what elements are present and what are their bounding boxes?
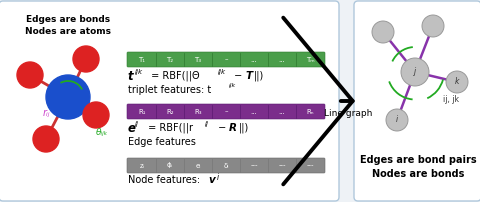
Text: triplet features: t: triplet features: t (128, 85, 211, 95)
Text: ||): ||) (239, 123, 249, 133)
Text: –: – (224, 57, 228, 62)
Circle shape (372, 21, 394, 43)
Text: ...: ... (251, 108, 257, 115)
Text: ijk: ijk (218, 69, 226, 75)
Text: ij, jk: ij, jk (443, 96, 459, 104)
Circle shape (422, 15, 444, 37)
Text: −: − (215, 123, 229, 133)
Text: ...: ... (278, 57, 286, 62)
FancyBboxPatch shape (354, 1, 480, 201)
Text: Nodes are atoms: Nodes are atoms (25, 27, 111, 37)
Text: R₃: R₃ (194, 108, 202, 115)
Text: ij: ij (135, 121, 139, 127)
FancyBboxPatch shape (127, 104, 325, 119)
Text: Tₘ: Tₘ (306, 57, 314, 62)
Text: Node features:: Node features: (128, 175, 203, 185)
Text: T₂: T₂ (167, 57, 174, 62)
Circle shape (401, 58, 429, 86)
Circle shape (446, 71, 468, 93)
Text: ij: ij (205, 121, 209, 127)
Text: ...: ... (251, 57, 257, 62)
Circle shape (33, 126, 59, 152)
Text: Rₙ: Rₙ (306, 108, 314, 115)
Text: R₁: R₁ (138, 108, 146, 115)
Text: zᵢ: zᵢ (140, 162, 144, 168)
FancyBboxPatch shape (127, 52, 325, 67)
Text: i: i (396, 116, 398, 124)
Circle shape (46, 75, 90, 119)
Circle shape (83, 102, 109, 128)
Text: −: − (231, 71, 245, 81)
Text: Nodes are bonds: Nodes are bonds (372, 169, 464, 179)
FancyBboxPatch shape (0, 1, 339, 201)
Text: eᵢ: eᵢ (195, 162, 201, 168)
Text: ijk: ijk (229, 83, 236, 88)
Text: T₁: T₁ (139, 57, 145, 62)
Circle shape (386, 109, 408, 131)
Text: Edge features: Edge features (128, 137, 196, 147)
Text: δᵢ: δᵢ (223, 162, 229, 168)
Text: Edges are bond pairs: Edges are bond pairs (360, 155, 476, 165)
Text: ...: ... (278, 108, 286, 115)
Text: ---: --- (306, 162, 314, 168)
FancyBboxPatch shape (127, 158, 325, 173)
Circle shape (17, 62, 43, 88)
Text: rᵢⱼ: rᵢⱼ (42, 108, 50, 118)
Text: ---: --- (250, 162, 258, 168)
Circle shape (73, 46, 99, 72)
Text: ijk: ijk (135, 69, 143, 75)
Text: –: – (224, 108, 228, 115)
Text: ||): ||) (254, 71, 264, 81)
Text: R₂: R₂ (166, 108, 174, 115)
Text: v: v (208, 175, 215, 185)
Text: k: k (455, 78, 459, 86)
Text: ---: --- (278, 162, 286, 168)
Text: T₃: T₃ (194, 57, 202, 62)
Text: i: i (217, 173, 219, 182)
Text: R: R (229, 123, 237, 133)
Text: = RBF(||r: = RBF(||r (145, 123, 193, 133)
Text: = RBF(||Θ: = RBF(||Θ (148, 71, 200, 81)
Text: ϕᵢ: ϕᵢ (167, 162, 173, 168)
Text: Edges are bonds: Edges are bonds (26, 16, 110, 24)
Text: T: T (245, 71, 252, 81)
Text: j: j (414, 67, 416, 77)
Text: Line graph: Line graph (324, 109, 372, 119)
Text: e: e (128, 121, 136, 135)
Text: θᵢⱼₖ: θᵢⱼₖ (96, 128, 108, 138)
Text: t: t (128, 69, 133, 82)
